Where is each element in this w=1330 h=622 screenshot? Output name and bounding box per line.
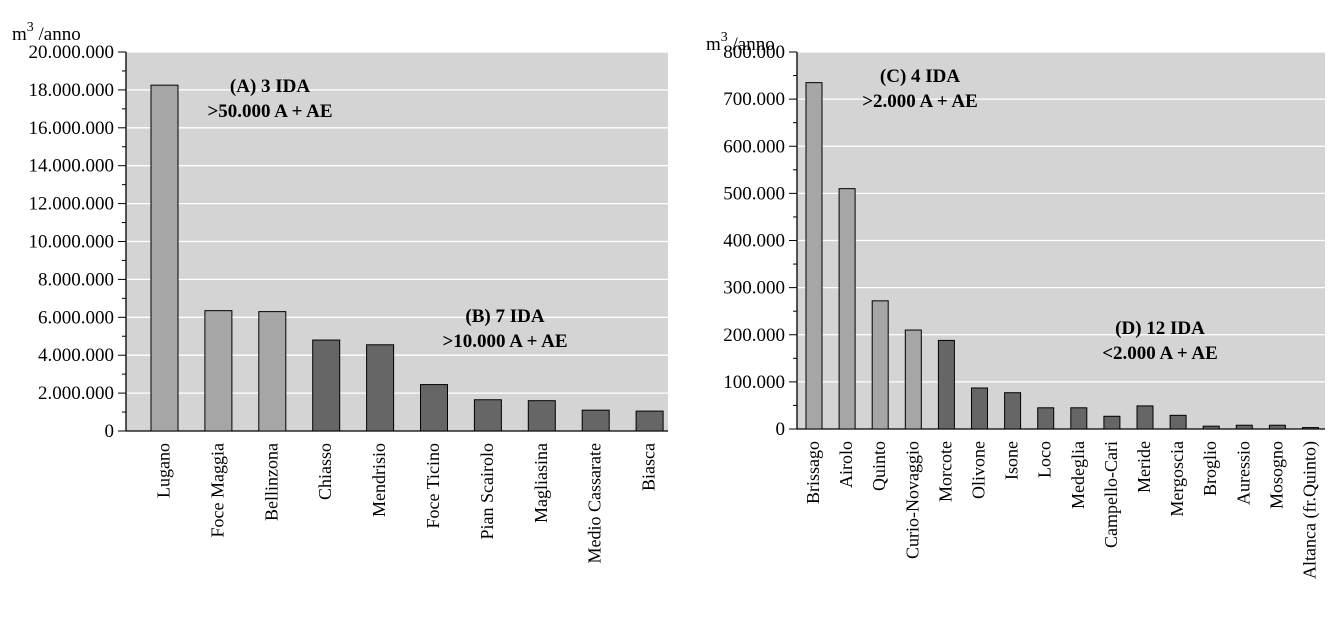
y-tick-label: 500.000 [723,183,785,204]
bar-loco [1037,407,1055,430]
bar-bellinzona [258,311,287,432]
x-category-label: Medeglia [1068,441,1088,509]
y-tick-label: 0 [105,421,115,442]
x-category-label: Morcote [935,441,955,502]
group-annotation-subtitle: <2.000 A + AE [1102,343,1218,364]
x-category-label: Altanca (fr.Quinto) [1300,441,1321,579]
group-annotation-title: (C) 4 IDA [880,66,960,87]
x-category-label: Meride [1134,441,1154,493]
x-category-label: Pian Scairolo [477,443,497,539]
y-axis-unit: m3 /anno [12,20,81,45]
y-tick-label: 300.000 [723,278,785,299]
y-axis-unit: m3 /anno [706,30,775,55]
group-annotation-title: (A) 3 IDA [230,76,310,97]
x-category-label: Foce Ticino [423,443,443,529]
chart-2: 0 100.000 200.000 300.000 400.000 500.000 600.… [706,30,1325,579]
y-tick-label: 2.000.000 [38,383,114,404]
group-annotation-subtitle: >50.000 A + AE [207,101,332,122]
y-tick-label: 10.000.000 [29,232,115,253]
x-category-label: Isone [1002,441,1022,480]
bar-isone [1004,392,1022,430]
group-annotation-title: (D) 12 IDA [1115,318,1205,339]
x-category-label: Chiasso [315,443,335,500]
y-tick-label: 8.000.000 [38,269,114,290]
x-category-label: Medio Cassarate [585,443,605,563]
bar-medeglia [1070,407,1088,430]
bar-biasca [635,410,664,432]
x-category-label: Airolo [836,441,856,488]
bar-chiasso [312,339,341,432]
bar-mergoscia [1169,414,1187,430]
x-category-label: Loco [1035,441,1055,478]
x-category-label: Olivone [969,441,989,499]
x-category-label: Biasca [639,443,659,491]
group-annotation-subtitle: >10.000 A + AE [442,331,567,352]
x-category-label: Magliasina [531,443,551,523]
bar-quinto [871,300,889,430]
y-tick-label: 0 [776,419,786,440]
x-category-label: Mendrisio [369,443,389,517]
y-tick-label: 6.000.000 [38,307,114,328]
y-tick-label: 20.000.000 [29,42,115,63]
y-tick-label: 800.000 [723,42,785,63]
bar-medio-cassarate [581,409,610,432]
x-category-label: Auressio [1233,441,1253,505]
y-tick-label: 400.000 [723,231,785,252]
bar-mendrisio [366,344,395,432]
x-category-label: Broglio [1200,441,1220,496]
group-annotation-subtitle: >2.000 A + AE [862,91,978,112]
chart-1: 0 2.000.000 4.000.000 6.000.000 8.000.000 10.… [12,20,668,563]
bar-broglio [1202,425,1220,430]
bar-foce-maggia [204,310,233,432]
x-category-label: Curio-Novaggio [902,441,922,559]
bar-altanca-fr-quinto- [1302,427,1319,430]
bar-mosogno [1268,424,1286,430]
group-annotation-title: (B) 7 IDA [465,306,544,327]
y-tick-label: 600.000 [723,136,785,157]
x-category-label: Foce Maggia [207,443,227,537]
y-tick-label: 4.000.000 [38,345,114,366]
bar-olivone [971,387,988,430]
bar-magliasina [527,400,556,432]
x-category-label: Bellinzona [261,443,281,521]
bar-meride [1136,405,1154,430]
bar-auressio [1235,424,1253,430]
x-category-label: Mosogno [1266,441,1286,509]
y-tick-label: 12.000.000 [29,194,115,215]
bar-lugano [150,84,179,432]
x-category-label: Campello-Cari [1101,441,1121,548]
bar-foce-ticino [420,384,448,432]
y-tick-label: 14.000.000 [29,156,115,177]
bar-morcote [937,339,955,430]
x-category-label: Lugano [154,443,174,498]
y-tick-label: 700.000 [723,89,785,110]
x-category-label: Mergoscia [1167,441,1187,517]
bar-campello-cari [1103,415,1121,430]
x-category-label: Brissago [803,441,823,504]
bar-airolo [838,188,856,430]
y-tick-label: 200.000 [723,325,785,346]
y-tick-label: 18.000.000 [29,80,115,101]
y-tick-label: 16.000.000 [29,118,115,139]
bar-curio-novaggio [904,329,922,430]
bar-pian-scairolo [473,399,502,432]
bar-brissago [805,82,823,430]
y-tick-label: 100.000 [723,372,785,393]
x-category-label: Quinto [869,441,889,491]
